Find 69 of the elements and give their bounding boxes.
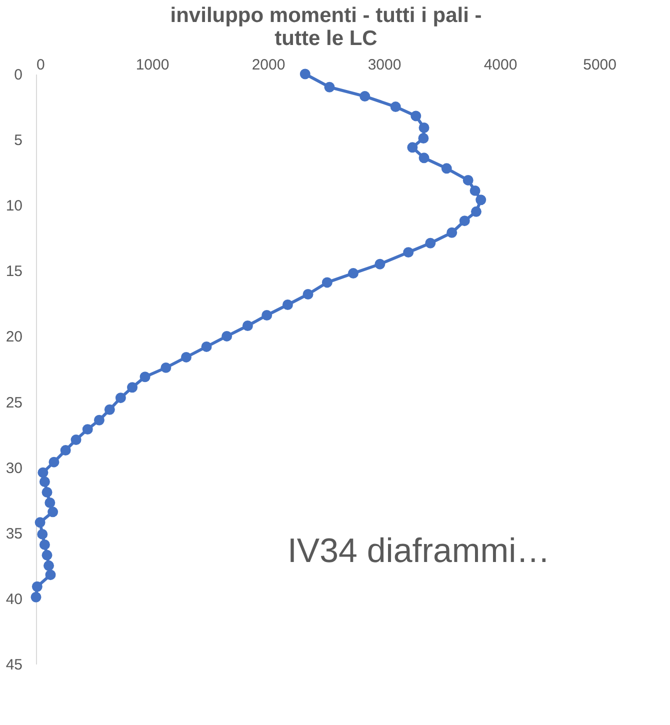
x-tick-label: 1000 bbox=[136, 56, 170, 74]
y-tick-label: 40 bbox=[6, 590, 22, 608]
point bbox=[42, 487, 52, 498]
point bbox=[82, 424, 93, 435]
x-tick-label: 0 bbox=[36, 56, 45, 74]
y-tick-label: 25 bbox=[6, 394, 22, 412]
y-tick-label: 20 bbox=[6, 328, 22, 346]
point bbox=[446, 227, 458, 238]
point bbox=[470, 206, 482, 217]
text: tutte le LC bbox=[274, 27, 378, 50]
x-tick-label: 5000 bbox=[583, 56, 616, 74]
point bbox=[418, 133, 429, 144]
point bbox=[140, 372, 150, 382]
point bbox=[459, 216, 470, 226]
point bbox=[127, 382, 138, 393]
y-tick-label: 45 bbox=[6, 656, 22, 674]
point bbox=[30, 592, 42, 602]
point bbox=[180, 352, 192, 362]
point bbox=[390, 102, 401, 112]
point bbox=[403, 247, 414, 258]
y-tick-label: 35 bbox=[6, 525, 22, 542]
point bbox=[441, 163, 452, 174]
point bbox=[222, 330, 232, 342]
point bbox=[60, 445, 71, 456]
point bbox=[418, 122, 430, 133]
point bbox=[44, 498, 56, 508]
y-tick-label: 10 bbox=[6, 198, 22, 215]
y-tick-label: 5 bbox=[14, 132, 22, 150]
point bbox=[115, 392, 126, 404]
point bbox=[94, 414, 104, 426]
point bbox=[374, 258, 386, 270]
point bbox=[70, 434, 82, 446]
point bbox=[262, 310, 272, 320]
point bbox=[32, 581, 42, 592]
point bbox=[39, 539, 50, 550]
point bbox=[45, 570, 56, 580]
point bbox=[418, 152, 430, 164]
point bbox=[34, 517, 46, 528]
point bbox=[42, 550, 52, 560]
x-tick-label: 4000 bbox=[484, 56, 518, 74]
annotation: IV34 diaframmi… bbox=[287, 532, 550, 570]
point bbox=[242, 320, 253, 331]
point bbox=[322, 277, 332, 288]
point bbox=[38, 467, 48, 478]
point bbox=[476, 194, 486, 206]
point bbox=[360, 91, 370, 102]
point bbox=[470, 185, 480, 196]
x-tick-label: 2000 bbox=[252, 56, 286, 74]
point bbox=[48, 506, 58, 518]
point bbox=[44, 560, 54, 571]
point bbox=[282, 300, 293, 310]
point bbox=[39, 476, 50, 487]
x-tick-label: 3000 bbox=[368, 56, 402, 74]
point bbox=[300, 68, 310, 80]
point bbox=[104, 404, 115, 415]
y-tick-label: 30 bbox=[6, 460, 22, 477]
point bbox=[425, 238, 436, 248]
point bbox=[410, 110, 422, 122]
point bbox=[324, 82, 335, 92]
point bbox=[37, 528, 48, 540]
point bbox=[302, 289, 314, 300]
point bbox=[462, 174, 474, 186]
point bbox=[348, 268, 359, 279]
y-tick-label: 15 bbox=[6, 263, 22, 280]
point bbox=[160, 362, 172, 373]
point bbox=[201, 341, 212, 352]
point bbox=[48, 456, 60, 468]
text: inviluppo momenti - tutti i pali - bbox=[170, 4, 482, 27]
point bbox=[407, 142, 418, 153]
